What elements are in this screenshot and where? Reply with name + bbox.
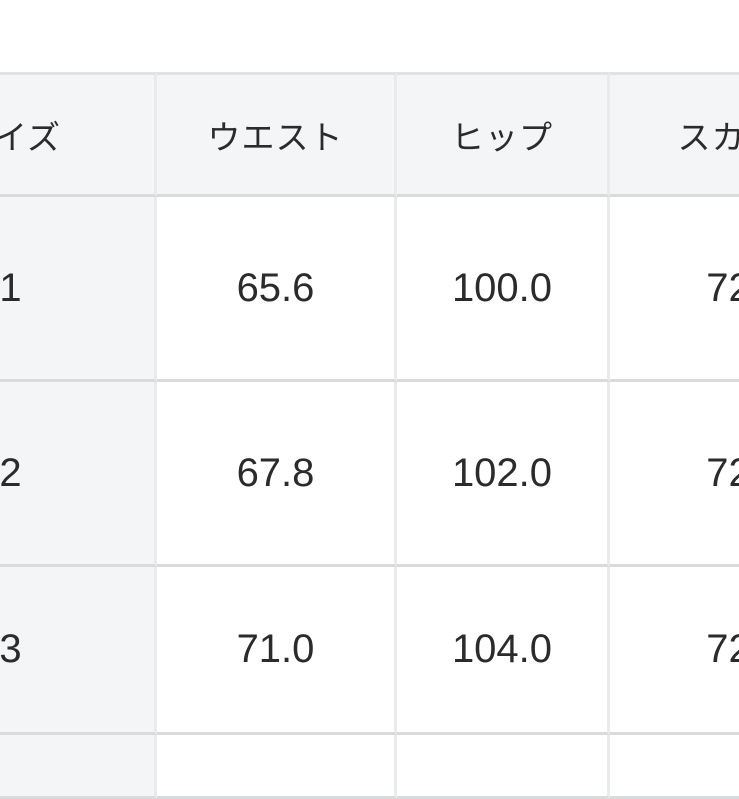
column-header-waist: ウエスト	[157, 72, 397, 197]
size-chart-table: サイズ ウエスト ヒップ スカー 1 65.6 100.0 72 2 67.8 …	[0, 72, 739, 799]
table-row: 2 67.8 102.0 72	[0, 382, 739, 567]
column-header-size: サイズ	[0, 72, 157, 197]
cell-waist: 65.6	[157, 197, 397, 382]
cell-skirt: 72	[610, 567, 739, 735]
cell-hip	[397, 735, 610, 799]
row-header-size: 3	[0, 567, 157, 735]
cell-waist	[157, 735, 397, 799]
table-row: 3 71.0 104.0 72	[0, 567, 739, 735]
cell-skirt: 72	[610, 382, 739, 567]
header-row: サイズ ウエスト ヒップ スカー	[0, 72, 739, 197]
cell-skirt: 72	[610, 197, 739, 382]
size-chart-container: サイズ ウエスト ヒップ スカー 1 65.6 100.0 72 2 67.8 …	[0, 72, 739, 799]
column-header-hip: ヒップ	[397, 72, 610, 197]
cell-skirt	[610, 735, 739, 799]
cell-hip: 104.0	[397, 567, 610, 735]
table-row-partial	[0, 735, 739, 799]
row-header-size	[0, 735, 157, 799]
cell-waist: 67.8	[157, 382, 397, 567]
column-header-skirt: スカー	[610, 72, 739, 197]
cell-hip: 100.0	[397, 197, 610, 382]
cell-waist: 71.0	[157, 567, 397, 735]
row-header-size: 2	[0, 382, 157, 567]
cell-hip: 102.0	[397, 382, 610, 567]
table-row: 1 65.6 100.0 72	[0, 197, 739, 382]
row-header-size: 1	[0, 197, 157, 382]
